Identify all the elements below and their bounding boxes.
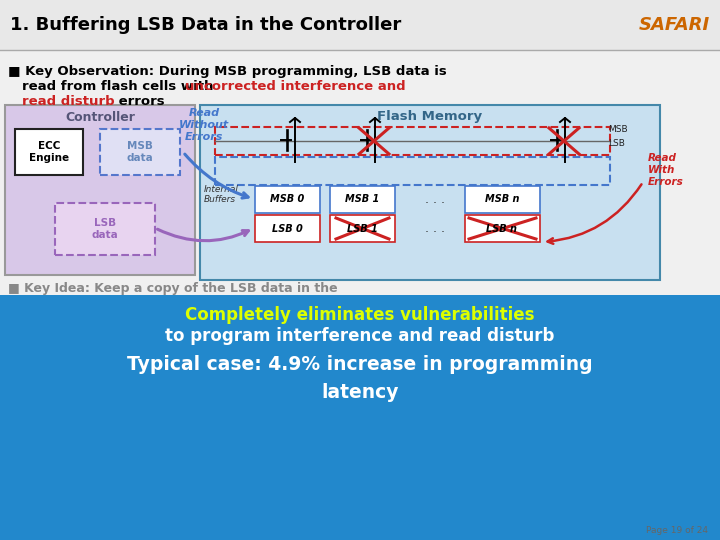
Bar [200,105,660,280]
Text: uncorrected interference and: uncorrected interference and [185,80,405,93]
Text: Typical case: 4.9% increase in programming: Typical case: 4.9% increase in programmi… [127,355,593,374]
Bar [5,105,195,275]
Bar [255,215,320,242]
Text: read disturb: read disturb [22,95,114,108]
Bar [330,186,395,213]
Bar [0,0,720,50]
Text: MSB 0: MSB 0 [270,194,304,205]
Text: errors: errors [114,95,165,108]
Text: read from flash cells with: read from flash cells with [22,80,218,93]
Bar [215,157,610,185]
Text: MSB
data: MSB data [127,141,153,163]
Text: . . .: . . . [425,222,445,235]
Text: SAFARI: SAFARI [639,16,710,34]
Text: Flash Memory: Flash Memory [377,110,482,123]
Bar [0,295,720,540]
Text: LSB: LSB [608,139,625,148]
Text: ■ Key Idea: Keep a copy of the LSB data in the: ■ Key Idea: Keep a copy of the LSB data … [8,282,338,295]
Text: LSB 1: LSB 1 [346,224,377,233]
Text: LSB n: LSB n [487,224,518,233]
Text: to program interference and read disturb: to program interference and read disturb [166,327,554,345]
Text: Completely eliminates vulnerabilities: Completely eliminates vulnerabilities [185,306,535,324]
Bar [465,215,540,242]
Bar [15,129,83,175]
Text: Page 19 of 24: Page 19 of 24 [646,526,708,535]
Text: . . .: . . . [425,193,445,206]
Text: MSB n: MSB n [485,194,519,205]
Text: LSB
data: LSB data [91,218,118,240]
Text: latency: latency [321,383,399,402]
Text: MSB 1: MSB 1 [345,194,379,205]
Text: Read
With
Errors: Read With Errors [648,153,684,187]
Text: Read
Without
Errors: Read Without Errors [179,109,229,141]
Bar [255,186,320,213]
Text: Internal
Buffers: Internal Buffers [204,185,239,205]
Text: 1. Buffering LSB Data in the Controller: 1. Buffering LSB Data in the Controller [10,16,401,34]
Text: LSB 0: LSB 0 [271,224,302,233]
Bar [100,129,180,175]
Text: ECC
Engine: ECC Engine [29,141,69,163]
Text: MSB: MSB [608,125,628,134]
Bar [330,215,395,242]
Bar [55,203,155,255]
Bar [465,186,540,213]
Text: Controller: Controller [65,111,135,124]
Text: ■ Key Observation: During MSB programming, LSB data is: ■ Key Observation: During MSB programmin… [8,65,446,78]
Bar [215,127,610,155]
